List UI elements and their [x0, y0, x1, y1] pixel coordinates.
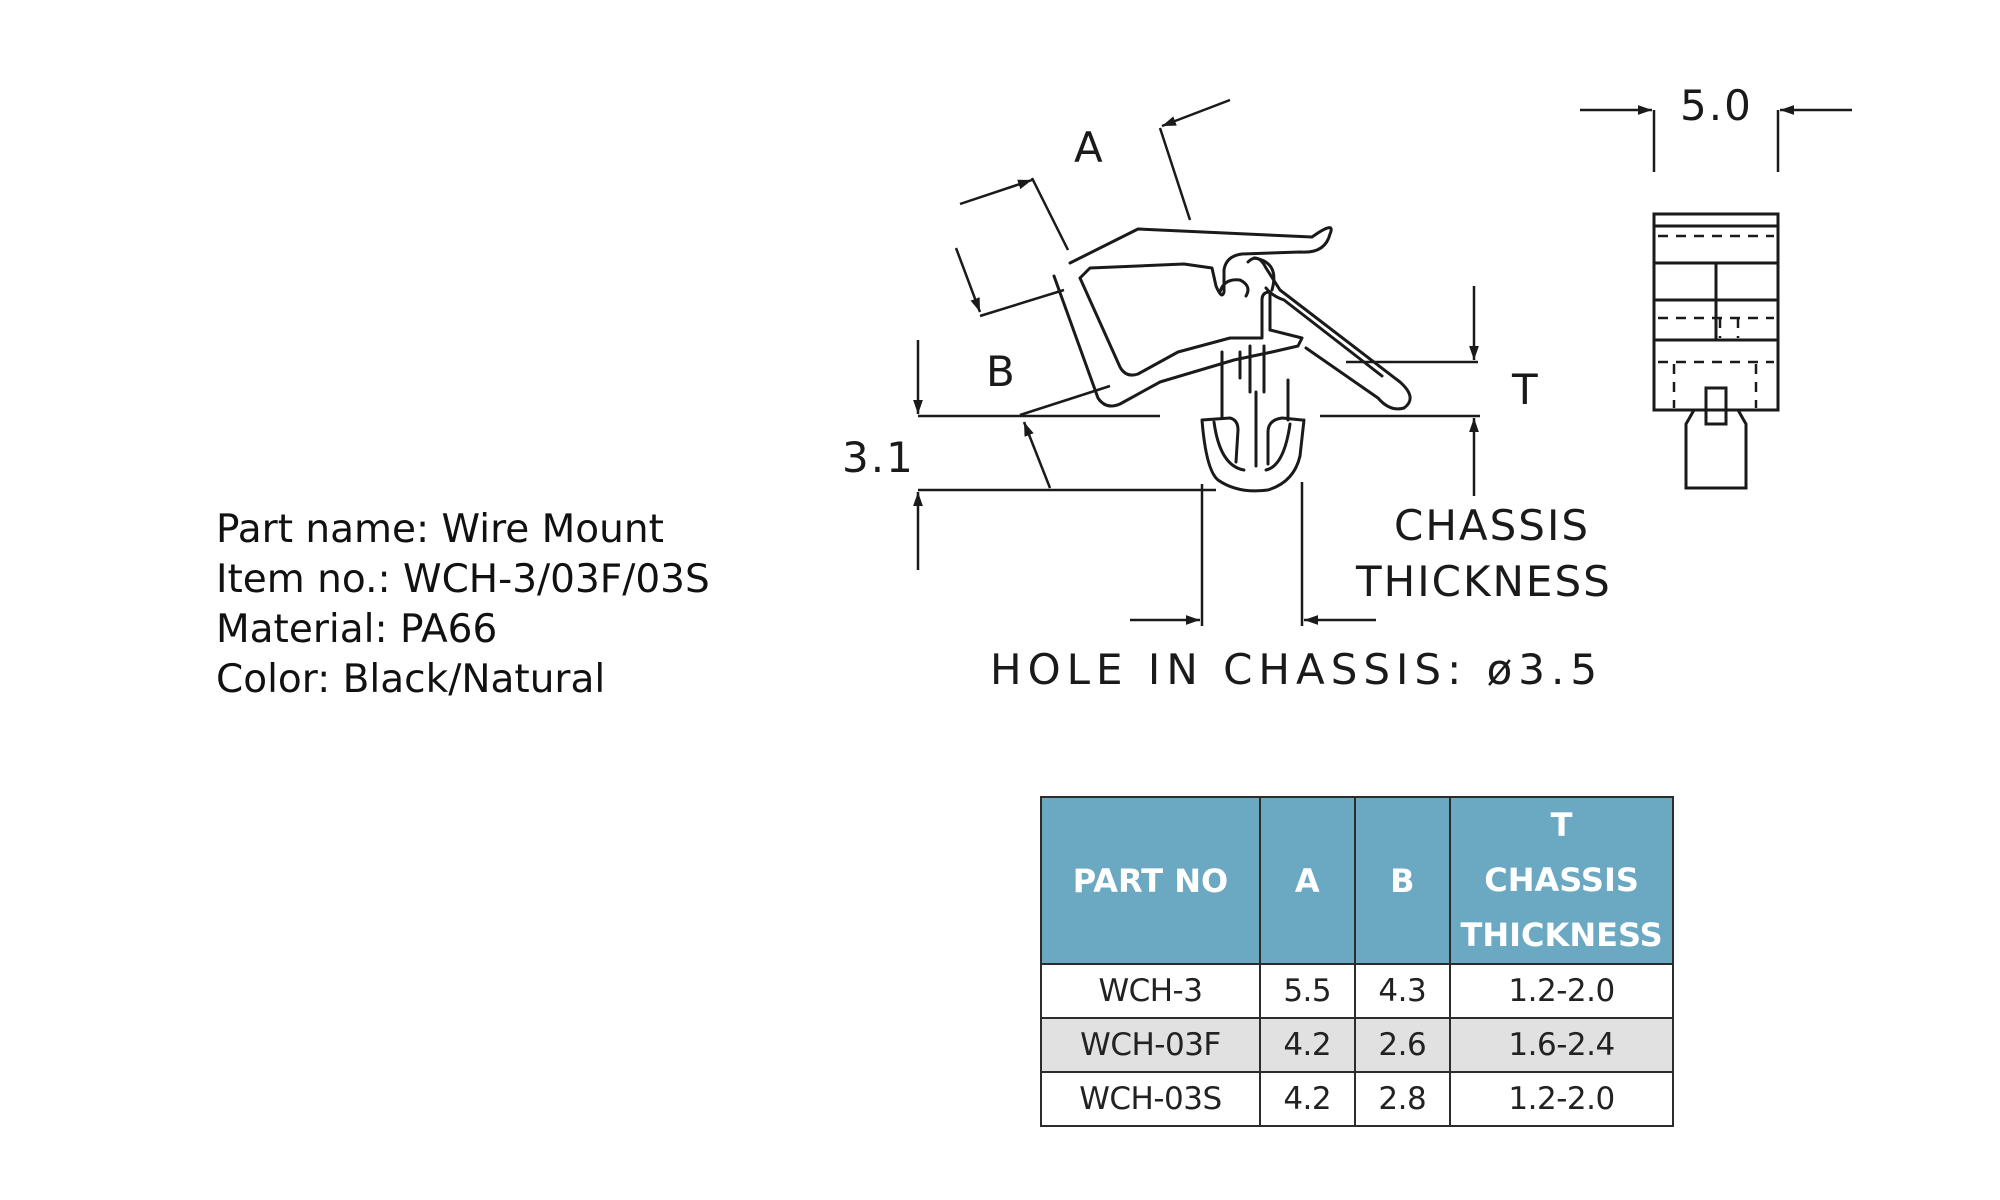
cell-a: 4.2	[1258, 1071, 1356, 1127]
header-t-line3: THICKNESS	[1460, 916, 1663, 954]
cell-b: 2.6	[1353, 1017, 1452, 1073]
end-view-hidden-lines	[1658, 234, 1774, 408]
chassis-label-line1: CHASSIS	[1394, 501, 1590, 550]
clip-anchor-leg	[1220, 344, 1266, 394]
dim-t-label: T	[1511, 365, 1540, 414]
end-view-body	[1652, 212, 1780, 412]
cell-t: 1.2-2.0	[1449, 1071, 1674, 1127]
chassis-label-line2: THICKNESS	[1355, 557, 1612, 606]
dim-a-arrow-left	[959, 178, 1033, 206]
item-number-label: Item no.: WCH-3/03F/03S	[216, 557, 710, 602]
spec-table: PART NO A B T CHASSIS THICKNESS WCH-3 5.…	[1040, 796, 1674, 1127]
product-info: Part name: Wire Mount Item no.: WCH-3/03…	[216, 505, 710, 705]
table-row: WCH-03F 4.2 2.6 1.6-2.4	[1040, 1017, 1674, 1073]
mount-side-view	[1052, 226, 1412, 493]
cell-a: 5.5	[1258, 963, 1356, 1019]
cell-part-no: WCH-3	[1040, 963, 1261, 1019]
dim-50-label: 5.0	[1680, 81, 1753, 130]
table-header-row: PART NO A B T CHASSIS THICKNESS	[1040, 796, 1674, 965]
hole-label: HOLE IN CHASSIS: ø3.5	[990, 645, 1603, 694]
clip-body-outer	[1052, 274, 1304, 408]
header-t-line2: CHASSIS	[1484, 861, 1639, 899]
material-label: Material: PA66	[216, 607, 498, 652]
dim-b-arrow-top	[954, 247, 982, 313]
cell-b: 2.8	[1353, 1071, 1452, 1127]
end-view-anchor	[1684, 386, 1748, 490]
cell-part-no: WCH-03F	[1040, 1017, 1261, 1073]
header-part-no: PART NO	[1040, 796, 1261, 965]
cell-a: 4.2	[1258, 1017, 1356, 1073]
header-b: B	[1353, 796, 1452, 965]
dim-b-arrow-bottom	[1022, 421, 1052, 489]
clip-top-arm	[1068, 226, 1333, 297]
cell-b: 4.3	[1353, 963, 1452, 1019]
dim-b-label: B	[986, 347, 1017, 396]
table-row: WCH-03S 4.2 2.8 1.2-2.0	[1040, 1071, 1674, 1127]
color-label: Color: Black/Natural	[216, 657, 606, 702]
clip-anchor-head	[1200, 416, 1306, 493]
dimension-lines	[913, 98, 1852, 626]
clip-inner-loop	[1078, 276, 1272, 377]
table-row: WCH-3 5.5 4.3 1.2-2.0	[1040, 963, 1674, 1019]
cell-t: 1.6-2.4	[1449, 1017, 1674, 1073]
dim-a-label: A	[1074, 123, 1105, 172]
dim-a-arrow-right	[1161, 98, 1231, 128]
mount-end-view	[1652, 212, 1780, 490]
header-a: A	[1258, 796, 1356, 965]
dim-31-label: 3.1	[842, 433, 915, 482]
clip-latch-inner	[1264, 286, 1384, 378]
part-name-label: Part name: Wire Mount	[216, 507, 664, 552]
header-t-line1: T	[1550, 806, 1573, 844]
header-t: T CHASSIS THICKNESS	[1449, 796, 1674, 965]
cell-t: 1.2-2.0	[1449, 963, 1674, 1019]
cell-part-no: WCH-03S	[1040, 1071, 1261, 1127]
